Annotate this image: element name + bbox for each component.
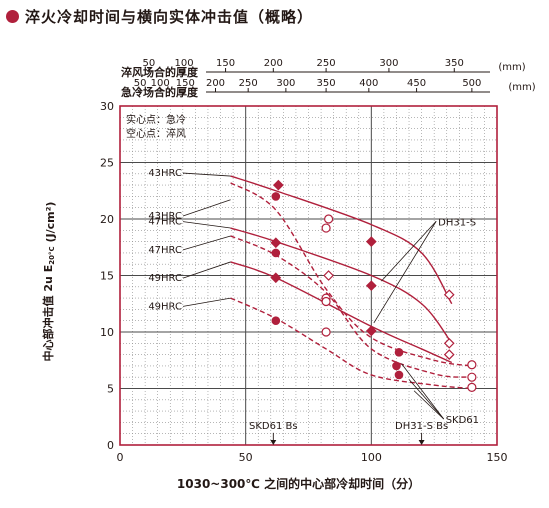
top-axis-tick-label: 250 (317, 58, 336, 69)
series-label-leader (182, 297, 231, 307)
top-axis-label: 淬风场合的厚度 (121, 65, 199, 79)
series-label-leader (182, 199, 231, 217)
y-tick-label: 15 (100, 270, 114, 283)
series-label: 49HRC (148, 273, 182, 284)
annotation-leader (401, 363, 445, 420)
data-point-circle (324, 214, 334, 224)
data-point-diamond (443, 289, 455, 301)
data-point-diamond (323, 270, 334, 281)
series-line (230, 235, 472, 378)
chart-title: 淬火冷却时间与横向实体冲击值（概略） (25, 8, 314, 26)
x-tick-label: 150 (487, 451, 508, 464)
top-axis-unit: (mm) (498, 62, 525, 73)
top-axis-tick-label: 300 (276, 78, 295, 89)
top-axis-tick-label: 150 (216, 58, 235, 69)
y-tick-label: 30 (100, 100, 114, 113)
series-label: 47HRC (148, 217, 182, 228)
y-tick-label: 20 (100, 213, 114, 226)
top-axis-tick-label: 300 (379, 58, 398, 69)
data-point-diamond (365, 236, 377, 247)
annotation-label: SKD61 (446, 415, 479, 426)
y-tick-label: 25 (100, 157, 114, 170)
data-point-dot (271, 192, 281, 201)
title-bullet-icon (6, 10, 19, 23)
data-point-dot (394, 370, 404, 380)
y-axis-label-part: (J/cm²) (44, 202, 57, 247)
data-point-diamond (365, 325, 377, 337)
annotation-label: DH31-S (438, 217, 476, 228)
series-label: 49HRC (148, 301, 182, 312)
y-axis-label-part: 2u E (42, 265, 55, 292)
legend-entry: 空心点：淬风 (126, 127, 186, 140)
y-axis-label-part: 20°C (48, 246, 56, 264)
top-axis-tick-label: 100 (151, 78, 170, 89)
top-axis-unit: (mm) (508, 82, 535, 93)
annotation-leader (413, 390, 444, 420)
top-axis-tick-label: 200 (264, 58, 283, 69)
series-line (230, 227, 453, 344)
plot-frame (119, 105, 498, 446)
data-point-dot (392, 361, 401, 371)
series-line (230, 175, 453, 305)
data-point-diamond (443, 337, 455, 349)
annotation-arrow-head (418, 440, 425, 445)
data-point-circle (467, 382, 477, 392)
top-axis-tick-label: 400 (359, 78, 378, 89)
top-axis-tick-label: 50 (143, 58, 156, 69)
legend-entry: 实心点：急冷 (126, 113, 186, 126)
data-point-circle (321, 296, 331, 307)
series-line (230, 182, 472, 367)
top-axis-tick-label: 350 (317, 78, 336, 89)
data-point-diamond (272, 179, 284, 191)
data-point-diamond (270, 237, 282, 249)
top-axis-tick-label: 150 (176, 78, 195, 89)
annotation-leader (381, 220, 437, 282)
data-point-diamond (270, 272, 282, 284)
top-axis-tick-label: 350 (445, 58, 464, 69)
y-axis-label-text: 中心部冲击值 2u E20°C (J/cm²) (41, 202, 57, 362)
series-line (230, 297, 472, 390)
x-tick-label: 100 (361, 451, 382, 464)
top-axis-tick-label: 250 (239, 78, 258, 89)
data-point-dot (394, 348, 404, 357)
title-row: 淬火冷却时间与横向实体冲击值（概略） (6, 6, 313, 27)
data-point-circle (321, 327, 331, 337)
top-axis-tick-label: 500 (462, 78, 481, 89)
y-tick-label: 10 (100, 326, 114, 339)
top-axis-tick-label: 200 (206, 78, 225, 89)
series-label-leader (182, 235, 231, 251)
x-axis-label: 1030~300℃ 之间的中心部冷却时间（分） (177, 476, 420, 491)
annotation-leader (373, 221, 437, 324)
x-tick-label: 50 (239, 451, 253, 464)
annotation-leader (408, 379, 445, 420)
annotation-label: SKD61 Bs (249, 421, 298, 432)
top-axis-tick-label: 450 (407, 78, 426, 89)
series-label-leader (182, 172, 231, 177)
data-point-dot (271, 248, 281, 258)
series-label-leader (182, 261, 231, 279)
x-tick-label: 0 (117, 451, 124, 464)
top-axis-tick-label: 50 (134, 78, 147, 89)
data-point-circle (467, 360, 477, 370)
annotation-arrow-head (270, 440, 277, 445)
y-axis-label-part: 中心部冲击值 (41, 292, 55, 362)
y-tick-label: 5 (107, 383, 114, 396)
data-point-diamond (365, 280, 377, 292)
y-tick-label: 0 (107, 439, 114, 452)
series-label-leader (182, 221, 231, 229)
data-point-circle (321, 223, 331, 233)
y-axis-label: 中心部冲击值 2u E20°C (J/cm²) (41, 202, 57, 362)
series-label: 47HRC (148, 245, 182, 256)
series-label: 43HRC (148, 211, 182, 222)
data-point-circle (467, 372, 477, 382)
data-point-dot (271, 316, 281, 326)
annotation-label: DH31-S Bs (395, 421, 448, 432)
top-axis-tick-label: 100 (175, 58, 194, 69)
series-label: 43HRC (148, 168, 182, 179)
data-point-diamond (443, 349, 455, 360)
series-line (230, 261, 453, 364)
